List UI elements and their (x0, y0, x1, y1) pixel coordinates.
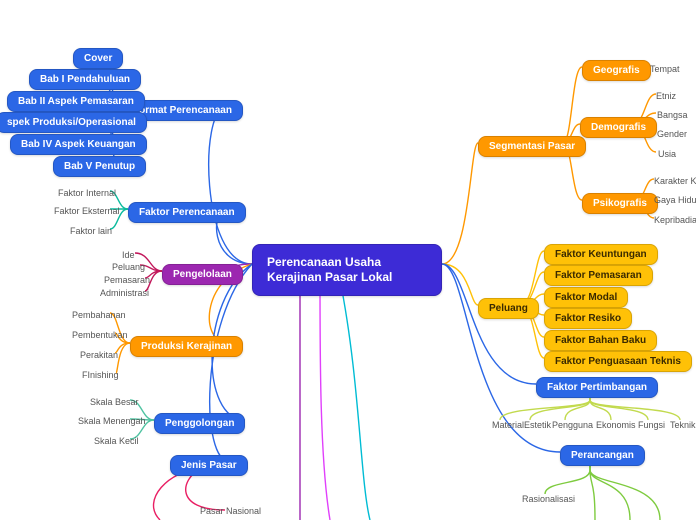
sub-teknis-label: Faktor Penguasaan Teknis (555, 356, 681, 367)
leaf-sm: Skala Menengah (78, 416, 146, 426)
sub-cover[interactable]: Cover (73, 48, 123, 69)
branch-segmentasi[interactable]: Segmentasi Pasar (478, 136, 586, 157)
branch-pertimbangan[interactable]: Faktor Pertimbangan (536, 377, 658, 398)
branch-pengelolaan-label: Pengelolaan (173, 269, 232, 280)
leaf-usia: Usia (658, 149, 676, 159)
sub-bab4[interactable]: Bab IV Aspek Keuangan (10, 134, 147, 155)
sub-bab3[interactable]: spek Produksi/Operasional (0, 112, 147, 133)
sub-resiko-label: Faktor Resiko (555, 313, 621, 324)
sub-bab1-label: Bab I Pendahuluan (40, 74, 130, 85)
leaf-ekonomis: Ekonomis (596, 420, 636, 430)
leaf-sk: Skala Kecil (94, 436, 139, 446)
branch-faktor_perencanaan-label: Faktor Perencanaan (139, 207, 235, 218)
branch-segmentasi-label: Segmentasi Pasar (489, 141, 575, 152)
leaf-bangsa: Bangsa (657, 110, 688, 120)
leaf-fe: Faktor Eksternal (54, 206, 120, 216)
sub-resiko[interactable]: Faktor Resiko (544, 308, 632, 329)
branch-perancangan-label: Perancangan (571, 450, 634, 461)
leaf-adm: Administrasi (100, 288, 149, 298)
sub-bab5-label: Bab V Penutup (64, 161, 135, 172)
sub-keuntungan[interactable]: Faktor Keuntungan (544, 244, 658, 265)
leaf-ide: Ide (122, 250, 135, 260)
branch-peluang-label: Peluang (489, 303, 528, 314)
sub-bahan[interactable]: Faktor Bahan Baku (544, 330, 657, 351)
branch-pertimbangan-label: Faktor Pertimbangan (547, 382, 647, 393)
sub-demografis-label: Demografis (591, 122, 646, 133)
center-node[interactable]: Perencanaan Usaha Kerajinan Pasar Lokal (252, 244, 442, 296)
sub-psikografis-label: Psikografis (593, 198, 647, 209)
sub-bab2[interactable]: Bab II Aspek Pemasaran (7, 91, 145, 112)
leaf-prk: Perakitan (80, 350, 118, 360)
leaf-pb: Pembahanan (72, 310, 126, 320)
sub-bab5[interactable]: Bab V Penutup (53, 156, 146, 177)
leaf-pms: Pemasaran (104, 275, 150, 285)
leaf-fin: FInishing (82, 370, 119, 380)
branch-jenis_pasar[interactable]: Jenis Pasar (170, 455, 248, 476)
leaf-plg: Peluang (112, 262, 145, 272)
sub-teknis[interactable]: Faktor Penguasaan Teknis (544, 351, 692, 372)
branch-jenis_pasar-label: Jenis Pasar (181, 460, 237, 471)
leaf-pengguna: Pengguna (552, 420, 593, 430)
branch-peluang[interactable]: Peluang (478, 298, 539, 319)
leaf-fungsi: Fungsi (638, 420, 665, 430)
leaf-kepribadian: Kepribadian (654, 215, 696, 225)
leaf-gaya: Gaya Hidup (654, 195, 696, 205)
center-label: Perencanaan Usaha Kerajinan Pasar Lokal (267, 255, 392, 284)
sub-demografis[interactable]: Demografis (580, 117, 657, 138)
sub-psikografis[interactable]: Psikografis (582, 193, 658, 214)
leaf-pn: Pasar Nasional (200, 506, 261, 516)
leaf-fl: Faktor lain (70, 226, 112, 236)
leaf-rasionalisasi: Rasionalisasi (522, 494, 575, 504)
sub-geografis[interactable]: Geografis (582, 60, 651, 81)
leaf-karakter: Karakter Kela (654, 176, 696, 186)
branch-produksi[interactable]: Produksi Kerajinan (130, 336, 243, 357)
branch-penggolongan[interactable]: Penggolongan (154, 413, 245, 434)
branch-perancangan[interactable]: Perancangan (560, 445, 645, 466)
leaf-estetik: Estetik (524, 420, 551, 430)
leaf-gender: Gender (657, 129, 687, 139)
leaf-material: Material (492, 420, 524, 430)
sub-bab4-label: Bab IV Aspek Keuangan (21, 139, 136, 150)
sub-modal-label: Faktor Modal (555, 292, 617, 303)
sub-cover-label: Cover (84, 53, 112, 64)
branch-pengelolaan[interactable]: Pengelolaan (162, 264, 243, 285)
sub-bahan-label: Faktor Bahan Baku (555, 335, 646, 346)
leaf-teknik: Teknik (670, 420, 696, 430)
sub-modal[interactable]: Faktor Modal (544, 287, 628, 308)
sub-pemasaran-label: Faktor Pemasaran (555, 270, 642, 281)
leaf-sb: Skala Besar (90, 397, 139, 407)
sub-keuntungan-label: Faktor Keuntungan (555, 249, 647, 260)
leaf-pbt: Pembentukan (72, 330, 128, 340)
leaf-fi: Faktor Internal (58, 188, 116, 198)
branch-format_perencanaan-label: Format Perencanaan (133, 105, 232, 116)
sub-bab3-label: spek Produksi/Operasional (7, 117, 136, 128)
branch-produksi-label: Produksi Kerajinan (141, 341, 232, 352)
sub-geografis-label: Geografis (593, 65, 640, 76)
sub-pemasaran[interactable]: Faktor Pemasaran (544, 265, 653, 286)
sub-bab1[interactable]: Bab I Pendahuluan (29, 69, 141, 90)
leaf-etniz: Etniz (656, 91, 676, 101)
sub-bab2-label: Bab II Aspek Pemasaran (18, 96, 134, 107)
leaf-tempat: Tempat (650, 64, 680, 74)
branch-faktor_perencanaan[interactable]: Faktor Perencanaan (128, 202, 246, 223)
branch-penggolongan-label: Penggolongan (165, 418, 234, 429)
